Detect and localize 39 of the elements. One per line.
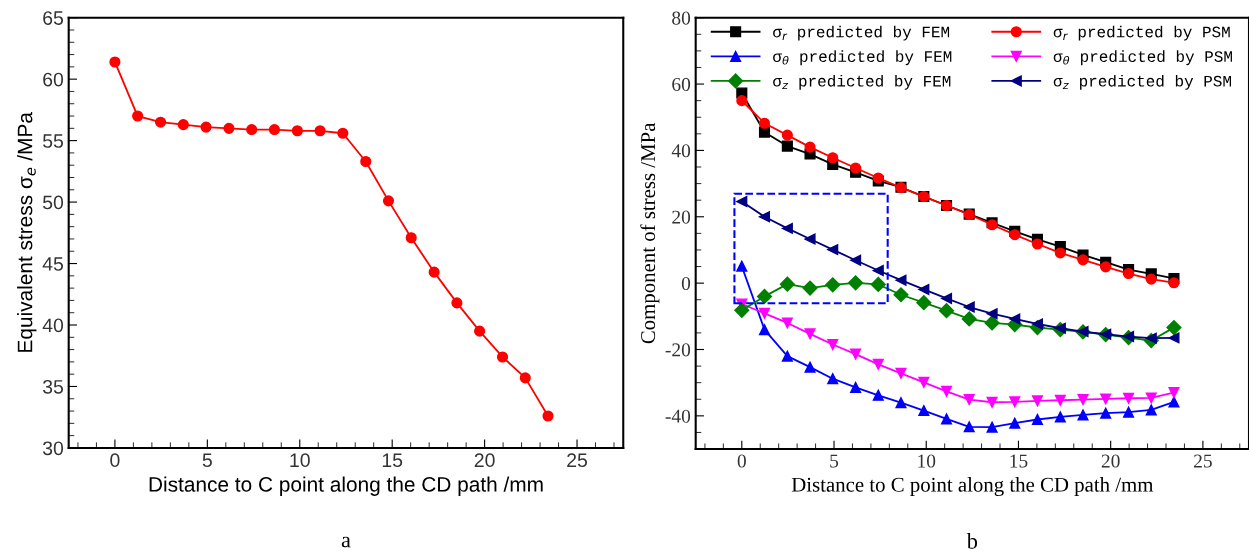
- x-tick-label: 20: [474, 453, 495, 468]
- legend-label: σ$_{θ}$ predicted by PSM: [1053, 50, 1232, 66]
- y-tick-label: 60: [672, 77, 691, 91]
- x-tick-label: 5: [830, 454, 839, 468]
- x-tick-label: 0: [737, 454, 746, 468]
- text: b: [966, 533, 978, 549]
- text: a: [341, 536, 351, 548]
- y-tick-label: 40: [42, 318, 64, 333]
- y-tick-label: -40: [665, 409, 691, 423]
- x-tick-label: 15: [1010, 454, 1028, 468]
- x-tick-label: 15: [382, 453, 403, 468]
- legend-label: σ$_{r}$ predicted by PSM: [1053, 25, 1230, 41]
- y-tick-label: 40: [671, 144, 691, 158]
- y-tick-label: 30: [42, 441, 64, 456]
- y-axis-title: Equivalent stress σ$_{e}$ /MPa: [17, 112, 37, 352]
- x-tick-label: 25: [1194, 454, 1212, 468]
- legend-label: σ$_{z}$ predicted by PSM: [1053, 74, 1231, 90]
- x-tick-label: 20: [1101, 454, 1120, 468]
- y-axis-title: Component of stress /MPa: [640, 122, 660, 344]
- y-tick-label: 45: [42, 257, 64, 271]
- x-tick-label: 10: [918, 454, 936, 468]
- legend-label: σ$_{θ}$ predicted by FEM: [773, 50, 952, 66]
- y-tick-label: 80: [672, 11, 691, 25]
- y-tick-label: 35: [42, 379, 64, 394]
- x-tick-label: 25: [567, 453, 588, 468]
- legend-label: σ$_{r}$ predicted by FEM: [773, 25, 950, 41]
- y-tick-label: 20: [672, 210, 691, 224]
- y-tick-label: 0: [681, 276, 691, 291]
- y-tick-label: 55: [42, 134, 64, 148]
- x-axis-title: Distance to C point along the CD path /mm: [791, 477, 1154, 497]
- x-tick-label: 0: [110, 453, 120, 468]
- y-tick-label: 65: [43, 11, 64, 25]
- x-tick-label: 10: [290, 453, 310, 468]
- legend-label: σ$_{z}$ predicted by FEM: [773, 74, 951, 90]
- x-axis-title: Distance to C point along the CD path /mm: [149, 476, 543, 496]
- y-tick-label: -20: [665, 343, 691, 357]
- x-tick-label: 5: [202, 453, 212, 468]
- y-tick-label: 50: [42, 195, 64, 210]
- y-tick-label: 60: [43, 72, 64, 87]
